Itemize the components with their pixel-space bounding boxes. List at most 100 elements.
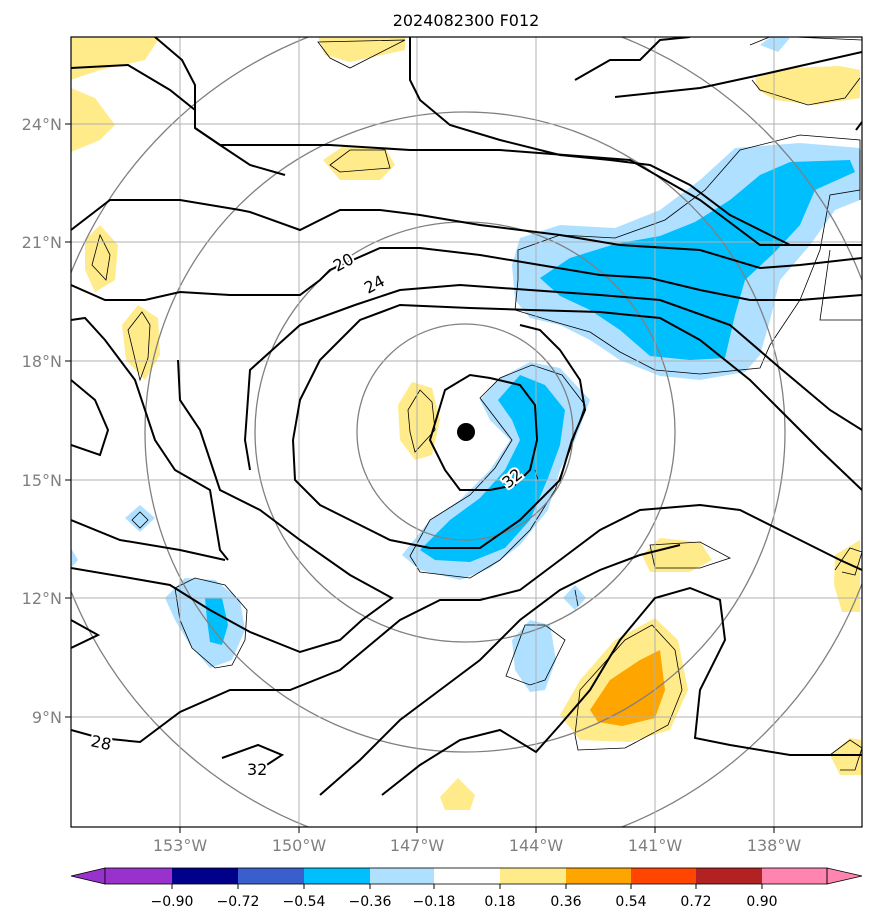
lat-label-24n: 24°N <box>22 115 62 134</box>
thick-contour-18 <box>71 503 862 744</box>
thick-contour-20 <box>381 586 862 796</box>
colorbar-frame <box>104 867 828 885</box>
range-ring-4 <box>71 37 862 827</box>
lat-label-21n: 21°N <box>22 233 62 252</box>
cbar-label-4: −0.18 <box>413 894 456 910</box>
pos-patch-left-b <box>85 225 118 292</box>
thick-contour-6 <box>614 51 862 98</box>
lon-label-150w: 150°W <box>272 836 327 855</box>
neg-patch-edge-left <box>71 548 78 568</box>
colorbar-seg-11 <box>762 868 827 884</box>
thick-contour-16 <box>428 373 539 491</box>
lat-label-9n: 9°N <box>32 708 62 727</box>
cbar-label-3: −0.36 <box>349 894 392 910</box>
thin-contour-ne-right <box>819 150 862 321</box>
thick-contour-4 <box>409 37 791 246</box>
pos-patch-east <box>642 538 712 572</box>
colorbar-seg-7 <box>500 868 566 884</box>
colorbar-seg-4 <box>304 868 370 884</box>
colorbar-ticks <box>171 884 763 889</box>
colorbar-tick-labels: −0.90 −0.72 −0.54 −0.36 −0.18 0.18 0.36 … <box>151 894 778 910</box>
thin-contour-ne <box>514 134 861 375</box>
thin-contour-small <box>131 511 149 529</box>
pos-patch-topright <box>755 66 860 105</box>
colorbar-seg-9 <box>631 868 696 884</box>
thick-contour-17 <box>71 619 101 649</box>
thick-contour-1 <box>71 63 862 246</box>
lat-label-12n: 12°N <box>22 589 62 608</box>
cbar-label-9: 0.90 <box>746 894 777 910</box>
thick-contour-22 <box>855 121 862 131</box>
contour-label-24: 24 <box>361 271 388 297</box>
lon-label-141w: 141°W <box>628 836 683 855</box>
storm-center-dot <box>457 423 475 441</box>
thick-contour-5 <box>574 37 691 81</box>
range-ring-1 <box>356 323 574 541</box>
lon-label-153w: 153°W <box>153 836 208 855</box>
pos-patch-bottom <box>440 778 475 810</box>
cbar-label-7: 0.54 <box>615 894 646 910</box>
contour-label-28: 28 <box>89 731 113 754</box>
thin-contour-s <box>505 624 566 686</box>
thick-contour-8 <box>71 247 862 301</box>
thick-contour-12 <box>71 359 394 654</box>
pos-patch-southeast-mid <box>590 650 665 726</box>
thin-contour-sw <box>174 577 248 669</box>
lon-label-138w: 138°W <box>747 836 802 855</box>
colorbar-seg-8 <box>566 868 631 884</box>
contour-label-20: 20 <box>330 249 357 275</box>
thick-contour-9 <box>71 316 229 561</box>
lat-label-15n: 15°N <box>22 471 62 490</box>
thin-contour-left-b <box>91 233 111 281</box>
thin-contour-center <box>409 364 586 579</box>
pos-patch-topleft <box>71 37 160 80</box>
thin-contour-e <box>649 541 732 569</box>
thick-contours <box>71 37 862 796</box>
pos-patch-bottomright <box>830 738 862 775</box>
lon-label-147w: 147°W <box>390 836 445 855</box>
latitude-labels: 24°N 21°N 18°N 15°N 12°N 9°N <box>22 115 62 727</box>
thin-contour-left <box>127 311 151 382</box>
colorbar-seg-1 <box>105 868 172 884</box>
colorbar: −0.90 −0.72 −0.54 −0.36 −0.18 0.18 0.36 … <box>70 867 863 910</box>
cbar-label-8: 0.72 <box>680 894 711 910</box>
cbar-label-0: −0.90 <box>151 894 194 910</box>
thin-contour-right <box>834 547 862 576</box>
thin-contour-center-pos <box>407 389 436 453</box>
thick-contour-10 <box>71 379 110 457</box>
pos-patch-top-center <box>318 37 405 62</box>
cbar-label-1: −0.72 <box>217 894 260 910</box>
colorbar-seg-2 <box>172 868 238 884</box>
neg-band-northeast-mid <box>540 160 855 360</box>
thick-contour-7 <box>71 199 862 270</box>
neg-band-center-mid <box>420 375 565 562</box>
contour-label-32-south: 32 <box>247 760 267 779</box>
cbar-label-6: 0.36 <box>550 894 581 910</box>
pos-patch-left-a <box>71 88 115 152</box>
thick-contour-14 <box>292 324 587 549</box>
colorbar-seg-10 <box>696 868 762 884</box>
colorbar-seg-6 <box>434 868 500 884</box>
thin-contour-bottomright <box>829 739 862 771</box>
colorbar-seg-5 <box>370 868 434 884</box>
pos-patch-upper-center <box>323 145 395 180</box>
pos-patch-right-edge <box>834 540 860 612</box>
colorbar-seg-3 <box>238 868 304 884</box>
map-frame <box>70 36 863 828</box>
figure-title: 2024082300 F012 <box>393 11 540 30</box>
thick-contour-11 <box>71 519 226 561</box>
range-rings <box>71 37 862 827</box>
thin-contour-tr <box>749 37 862 106</box>
thick-contour-21 <box>221 743 285 769</box>
thick-contour-15 <box>243 283 862 471</box>
neg-patch-southwest-light <box>165 578 245 668</box>
neg-patch-south-light <box>512 620 556 692</box>
thick-contour-2 <box>154 37 196 110</box>
cbar-label-2: −0.54 <box>283 894 326 910</box>
longitude-labels: 153°W 150°W 147°W 144°W 141°W 138°W <box>153 836 802 855</box>
thin-contour-upper <box>329 149 391 173</box>
colorbar-extend-high <box>826 867 863 885</box>
lon-label-144w: 144°W <box>509 836 564 855</box>
range-ring-3 <box>144 111 786 753</box>
